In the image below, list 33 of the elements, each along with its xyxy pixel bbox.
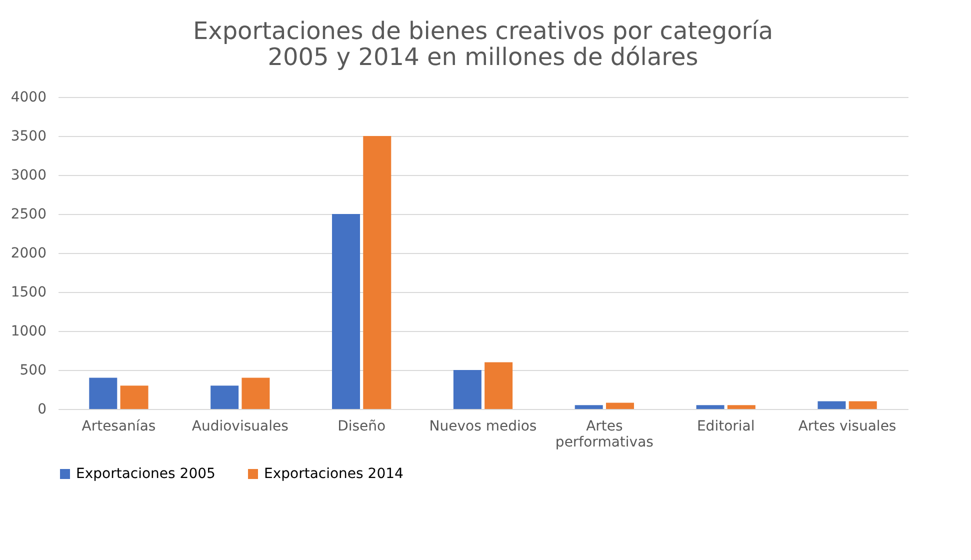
bar — [818, 401, 846, 409]
bar — [89, 378, 118, 409]
y-tick-label: 4000 — [10, 90, 46, 106]
bar — [242, 378, 270, 409]
x-tick-label: Diseño — [338, 418, 386, 434]
bar — [332, 214, 360, 409]
legend-label: Exportaciones 2005 — [76, 466, 216, 482]
bar — [727, 405, 756, 409]
x-tick-label: Artes performativas — [555, 418, 654, 450]
bar — [453, 370, 482, 409]
bar — [120, 386, 148, 409]
bar — [696, 405, 724, 409]
bar — [574, 405, 603, 409]
x-tick-label: Editorial — [696, 418, 755, 434]
x-tick-label: Artesanías — [82, 418, 156, 434]
x-tick-label: Nuevos medios — [429, 418, 537, 434]
y-tick-label: 2500 — [10, 206, 46, 222]
legend-label: Exportaciones 2014 — [264, 466, 404, 482]
bar — [848, 401, 877, 409]
x-tick-label: Audiovisuales — [192, 418, 288, 434]
y-tick-label: 3000 — [10, 168, 46, 184]
y-tick-label: 3500 — [10, 128, 46, 144]
y-tick-label: 500 — [20, 362, 46, 378]
chart-title: Exportaciones de bienes creativos por categoría 2005 y 2014 en millones de dólares — [192, 17, 774, 71]
bar — [606, 402, 634, 409]
bar — [210, 386, 239, 409]
bar — [484, 362, 513, 409]
y-tick-label: 1500 — [10, 284, 46, 300]
y-tick-label: 0 — [38, 402, 46, 418]
y-tick-label: 2000 — [10, 246, 46, 262]
y-tick-label: 1000 — [10, 324, 46, 340]
bar — [363, 136, 392, 409]
x-tick-label: Artes visuales — [798, 418, 896, 434]
